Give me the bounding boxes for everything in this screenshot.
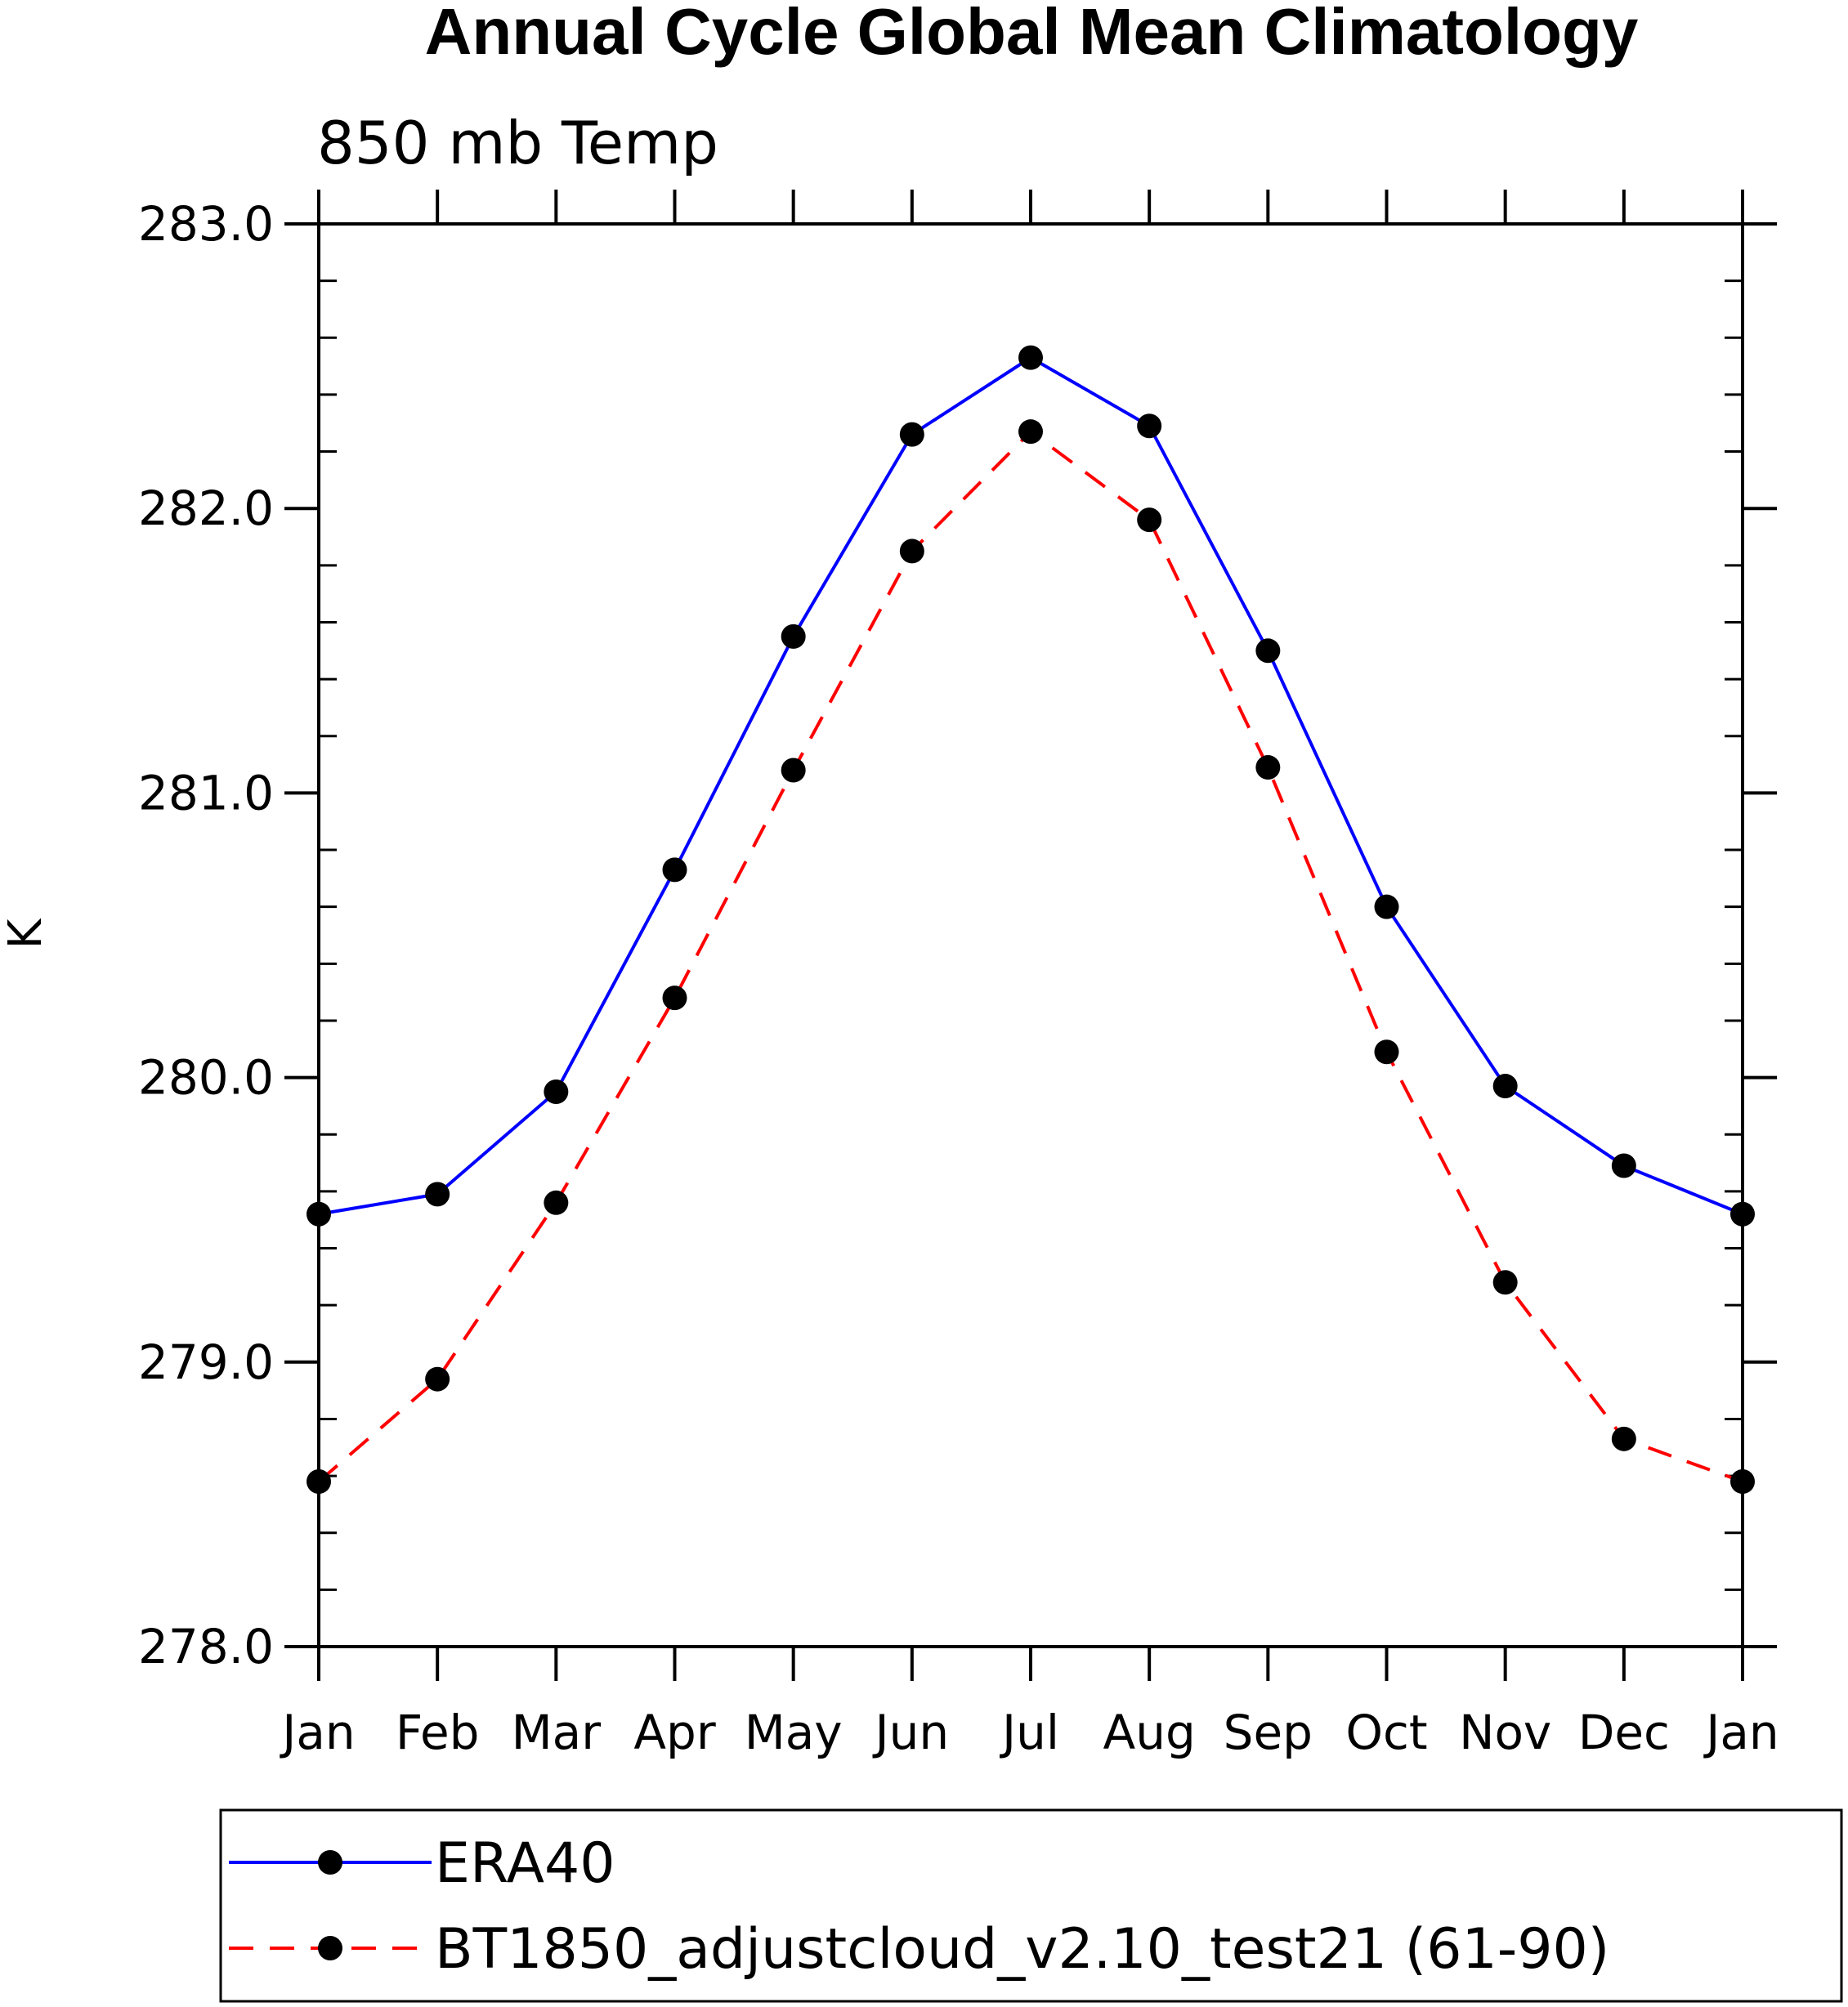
x-tick-label: Feb	[396, 1705, 480, 1760]
y-axis-label: K	[0, 918, 52, 949]
data-point-1-5	[899, 539, 924, 564]
legend: ERA40 BT1850_adjustcloud_v2.10_test21 (6…	[219, 1808, 1843, 2003]
data-point-0-8	[1255, 638, 1281, 664]
x-tick-label: Dec	[1578, 1705, 1670, 1760]
x-tick-label: Aug	[1103, 1705, 1196, 1760]
plot-frame	[317, 222, 1744, 1648]
x-tick-label: Apr	[633, 1705, 715, 1760]
y-tick-label: 281.0	[138, 765, 274, 820]
y-tick-label: 279.0	[138, 1334, 274, 1390]
x-tick-label: Jan	[280, 1705, 355, 1760]
legend-label-era40: ERA40	[435, 1831, 615, 1896]
data-point-1-11	[1611, 1426, 1636, 1451]
data-point-0-1	[425, 1182, 450, 1207]
x-tick-label: Jul	[1000, 1705, 1059, 1760]
data-point-0-3	[662, 857, 687, 883]
data-point-1-2	[544, 1190, 569, 1215]
data-point-1-7	[1137, 507, 1162, 533]
y-tick-label: 278.0	[138, 1619, 274, 1674]
data-point-1-8	[1255, 755, 1281, 780]
chart-title: Annual Cycle Global Mean Climatology	[425, 0, 1639, 68]
data-point-1-6	[1018, 419, 1043, 445]
chart-subtitle: 850 mb Temp	[317, 109, 718, 177]
data-point-1-1	[425, 1366, 450, 1392]
legend-marker-era40	[318, 1850, 342, 1875]
x-tick-label: Mar	[512, 1705, 602, 1760]
series-line-0	[318, 355, 1743, 1216]
x-tick-label: May	[745, 1705, 843, 1760]
data-point-0-9	[1374, 894, 1399, 919]
y-tick-label: 280.0	[138, 1050, 274, 1106]
y-tick-labels: 278.0 279.0 280.0 281.0 282.0 283.0	[138, 196, 274, 1674]
data-point-0-4	[781, 624, 806, 649]
data-point-1-10	[1492, 1270, 1518, 1295]
data-point-0-7	[1137, 413, 1162, 439]
y-tick-label: 282.0	[138, 481, 274, 536]
legend-label-bt1850: BT1850_adjustcloud_v2.10_test21 (61-90)	[435, 1917, 1609, 1982]
x-tick-label: Nov	[1459, 1705, 1551, 1760]
data-point-0-11	[1611, 1153, 1636, 1178]
data-point-0-6	[1018, 345, 1043, 370]
x-tick-label: Jan	[1703, 1705, 1779, 1760]
x-tick-label: Oct	[1345, 1705, 1427, 1760]
axis-ticks	[284, 190, 1777, 1681]
y-tick-label: 283.0	[138, 196, 274, 252]
data-point-1-3	[662, 986, 687, 1011]
x-tick-labels: Jan Feb Mar Apr May Jun Jul Aug Sep Oct Nov Dec Jan	[280, 1705, 1779, 1760]
legend-marker-bt1850	[318, 1936, 342, 1960]
data-point-1-4	[781, 758, 806, 783]
data-point-0-2	[544, 1079, 569, 1105]
series-line-1	[317, 429, 1743, 1483]
data-point-0-10	[1492, 1074, 1518, 1099]
series-layer	[307, 345, 1755, 1495]
x-tick-label: Jun	[873, 1705, 950, 1760]
data-point-0-5	[899, 422, 924, 447]
data-point-1-9	[1374, 1039, 1399, 1065]
x-tick-label: Sep	[1224, 1705, 1313, 1760]
legend-box	[219, 1808, 1843, 2003]
